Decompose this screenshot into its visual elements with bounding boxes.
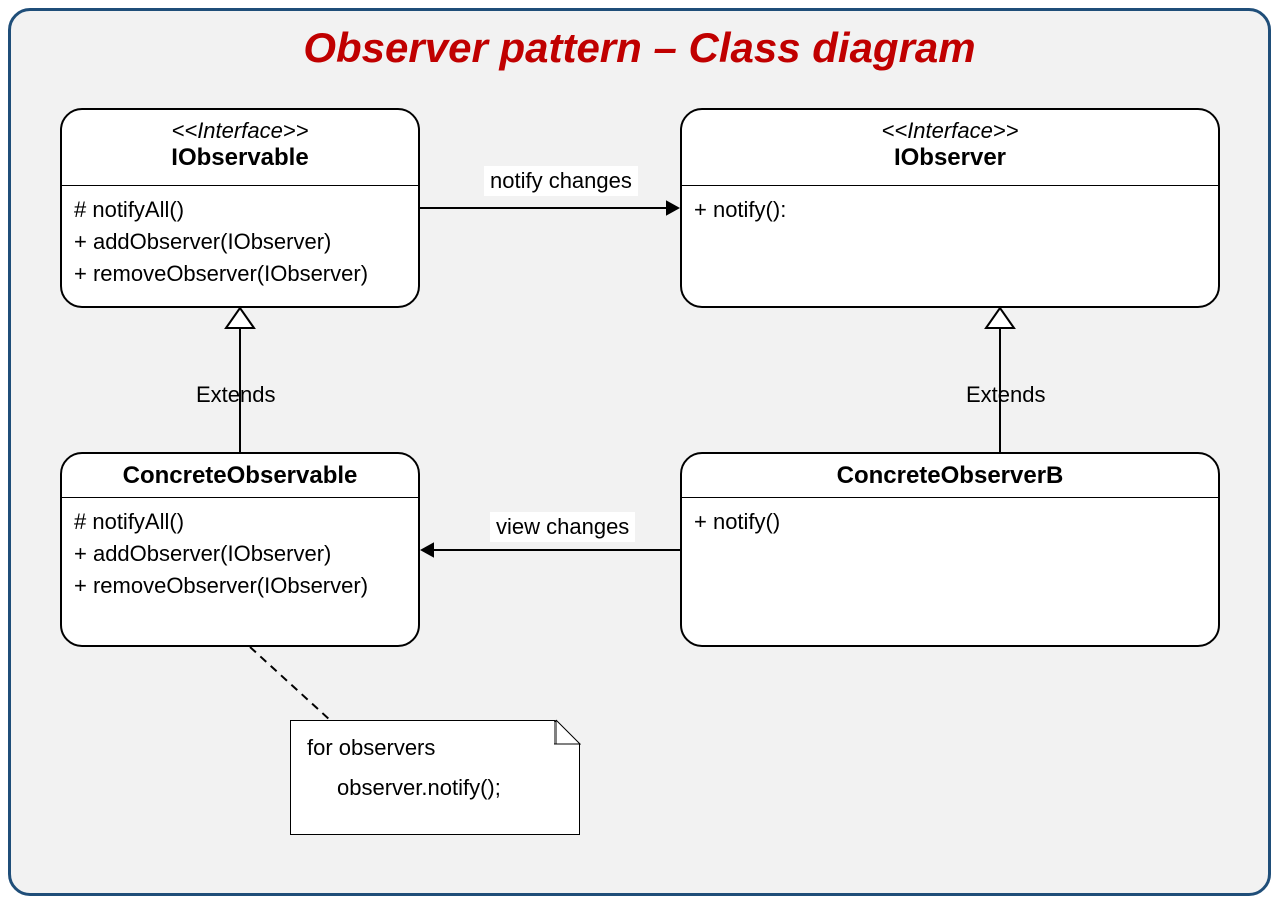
class-header: ConcreteObserverB: [682, 454, 1218, 498]
note-line: for observers: [307, 735, 563, 761]
class-header: ConcreteObservable: [62, 454, 418, 498]
class-concreteobserverb: ConcreteObserverB + notify(): [680, 452, 1220, 647]
method: + notify():: [694, 194, 1206, 226]
class-name-label: IObservable: [66, 144, 414, 172]
class-body: # notifyAll() + addObserver(IObserver) +…: [62, 186, 418, 298]
class-body: # notifyAll() + addObserver(IObserver) +…: [62, 498, 418, 610]
uml-note: for observers observer.notify();: [290, 720, 580, 835]
method: + removeObserver(IObserver): [74, 570, 406, 602]
stereotype-label: <<Interface>>: [66, 118, 414, 144]
method: + addObserver(IObserver): [74, 226, 406, 258]
class-iobserver: <<Interface>> IObserver + notify():: [680, 108, 1220, 308]
class-body: + notify():: [682, 186, 1218, 234]
class-header: <<Interface>> IObserver: [682, 110, 1218, 186]
note-fold-icon: [555, 719, 581, 745]
note-line: observer.notify();: [307, 775, 563, 801]
class-body: + notify(): [682, 498, 1218, 546]
class-name-label: IObserver: [686, 144, 1214, 172]
method: # notifyAll(): [74, 506, 406, 538]
method: + addObserver(IObserver): [74, 538, 406, 570]
edge-label-extends-right: Extends: [960, 380, 1052, 410]
method: + removeObserver(IObserver): [74, 258, 406, 290]
method: # notifyAll(): [74, 194, 406, 226]
class-concreteobservable: ConcreteObservable # notifyAll() + addOb…: [60, 452, 420, 647]
edge-label-extends-left: Extends: [190, 380, 282, 410]
edge-label-notify: notify changes: [484, 166, 638, 196]
class-name-label: ConcreteObserverB: [686, 462, 1214, 490]
method: + notify(): [694, 506, 1206, 538]
diagram-title: Observer pattern – Class diagram: [0, 24, 1279, 72]
stereotype-label: <<Interface>>: [686, 118, 1214, 144]
class-name-label: ConcreteObservable: [66, 462, 414, 490]
class-header: <<Interface>> IObservable: [62, 110, 418, 186]
class-iobservable: <<Interface>> IObservable # notifyAll() …: [60, 108, 420, 308]
edge-label-view: view changes: [490, 512, 635, 542]
